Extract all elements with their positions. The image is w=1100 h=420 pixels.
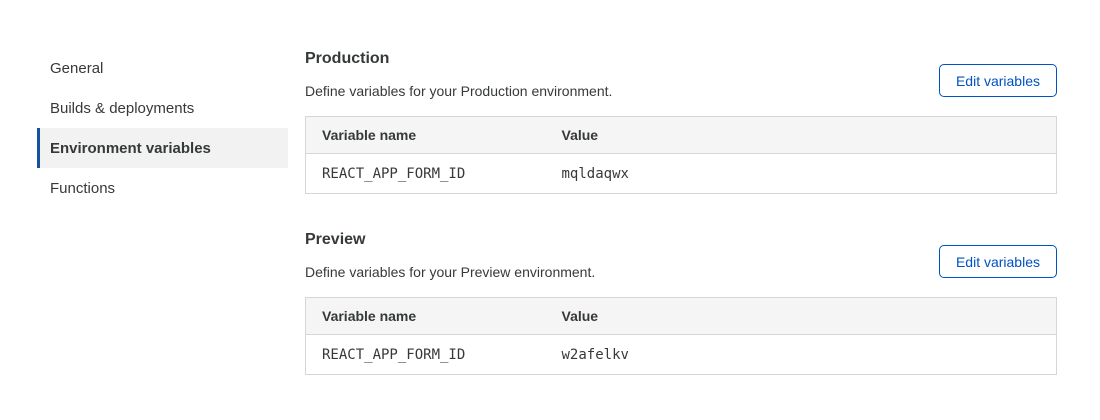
- environment-variables-content: Production Define variables for your Pro…: [305, 48, 1057, 375]
- variable-value-cell: w2afelkv: [545, 334, 1057, 375]
- production-section-title: Production: [305, 50, 390, 67]
- table-row: REACT_APP_FORM_ID w2afelkv: [305, 334, 1057, 375]
- column-header-variable-name: Variable name: [305, 297, 546, 335]
- table-header-row: Variable name Value: [305, 297, 1057, 335]
- table-header-row: Variable name Value: [305, 116, 1057, 154]
- sidebar-item-builds-deployments[interactable]: Builds & deployments: [50, 99, 195, 117]
- production-section: Production Define variables for your Pro…: [305, 48, 1057, 194]
- sidebar-item-environment-variables[interactable]: Environment variables: [37, 128, 288, 168]
- variable-value-cell: mqldaqwx: [545, 153, 1057, 194]
- preview-section: Preview Define variables for your Previe…: [305, 229, 1057, 375]
- preview-section-description: Define variables for your Preview enviro…: [305, 264, 596, 280]
- variable-name-cell: REACT_APP_FORM_ID: [305, 153, 546, 194]
- column-header-value: Value: [545, 116, 1057, 154]
- edit-preview-variables-button[interactable]: Edit variables: [938, 245, 1057, 278]
- preview-section-title: Preview: [305, 231, 366, 248]
- production-section-description: Define variables for your Production env…: [305, 83, 613, 99]
- settings-sidebar: General Builds & deployments Environment…: [37, 48, 288, 208]
- variable-name-cell: REACT_APP_FORM_ID: [305, 334, 546, 375]
- preview-variables-table: Variable name Value REACT_APP_FORM_ID w2…: [305, 297, 1057, 375]
- edit-production-variables-button[interactable]: Edit variables: [938, 64, 1057, 97]
- production-variables-table: Variable name Value REACT_APP_FORM_ID mq…: [305, 116, 1057, 194]
- sidebar-item-functions[interactable]: Functions: [50, 179, 116, 197]
- column-header-value: Value: [545, 297, 1057, 335]
- table-row: REACT_APP_FORM_ID mqldaqwx: [305, 153, 1057, 194]
- sidebar-item-general[interactable]: General: [50, 59, 104, 77]
- column-header-variable-name: Variable name: [305, 116, 546, 154]
